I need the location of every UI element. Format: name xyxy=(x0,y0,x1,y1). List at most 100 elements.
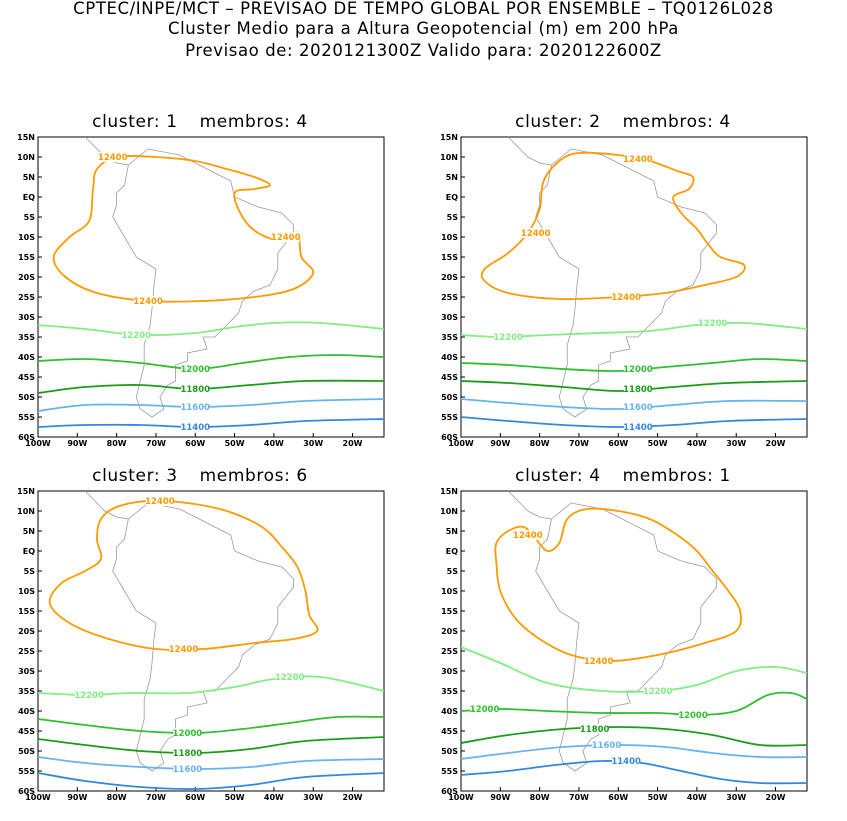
lon-tick-label: 60W xyxy=(608,439,628,448)
lon-tick-label: 60W xyxy=(185,439,205,448)
contour-label: 12400 xyxy=(584,657,614,667)
lon-tick-label: 50W xyxy=(648,793,668,802)
lat-tick-label: 25S xyxy=(18,293,35,302)
contour-label: 12400 xyxy=(271,233,301,243)
lon-tick-label: 100W xyxy=(448,439,474,448)
contour-label-bg xyxy=(623,422,652,432)
lat-tick-label: 15N xyxy=(17,134,35,142)
lat-tick-label: 50S xyxy=(18,393,35,402)
plot-frame xyxy=(37,136,385,438)
lon-tick-label: 90W xyxy=(67,793,87,802)
cluster-label: cluster: xyxy=(515,112,584,132)
contour-line-11400 xyxy=(38,772,384,790)
lon-tick-label: 90W xyxy=(490,439,510,448)
contour-line-11800 xyxy=(461,380,807,392)
contour-label: 12000 xyxy=(623,365,653,375)
lat-tick-label: 45S xyxy=(18,373,35,382)
lat-tick-label: 35S xyxy=(441,687,458,696)
members-count: 6 xyxy=(296,466,308,486)
lat-tick-label: EQ xyxy=(446,547,458,556)
contour-label-bg xyxy=(623,384,652,394)
members-count: 1 xyxy=(719,466,731,486)
contour-label: 12200 xyxy=(643,687,673,697)
lat-tick-label: 10S xyxy=(441,587,458,596)
lat-tick-label: 35S xyxy=(441,333,458,342)
contour-label: 11800 xyxy=(623,385,653,395)
lat-tick-label: 50S xyxy=(441,747,458,756)
lat-tick-label: 60S xyxy=(18,787,35,796)
contour-map: 15N 10N 5N EQ 5S 10S 15S 20S 25S 30S 35S 40S 45S 50S 5… xyxy=(440,134,808,448)
contour-label: 12200 xyxy=(122,331,152,341)
coastline xyxy=(84,490,129,520)
contour-label-bg xyxy=(643,686,672,696)
lat-tick-label: 5N xyxy=(446,173,458,182)
contour-line-12400 xyxy=(48,499,319,651)
contour-label: 12200 xyxy=(698,319,728,329)
lat-tick-label: 55S xyxy=(441,413,458,422)
lat-tick-label: 35S xyxy=(18,687,35,696)
lat-tick-label: 60S xyxy=(441,433,458,442)
lat-tick-label: 45S xyxy=(441,373,458,382)
contour-label: 11400 xyxy=(611,757,641,767)
lat-tick-label: 10N xyxy=(440,153,458,162)
lat-tick-label: 15N xyxy=(440,134,458,142)
lat-tick-label: 15N xyxy=(440,488,458,496)
lat-tick-label: 20S xyxy=(441,627,458,636)
lon-tick-label: 100W xyxy=(25,439,51,448)
contour-label-bg xyxy=(173,748,202,758)
coastline xyxy=(112,502,295,772)
contour-line-12400 xyxy=(52,155,315,303)
contour-label: 12200 xyxy=(275,673,305,683)
lat-tick-label: 5S xyxy=(24,567,36,576)
contour-label-bg xyxy=(181,402,210,412)
lat-tick-label: 15S xyxy=(441,607,458,616)
contour-label-bg xyxy=(275,672,304,682)
lat-tick-label: 5N xyxy=(23,173,35,182)
contour-label-bg xyxy=(513,530,542,540)
contour-line-11800 xyxy=(461,726,807,747)
lat-tick-label: 20S xyxy=(441,273,458,282)
contour-label: 12200 xyxy=(74,691,104,701)
header-line-2: Cluster Medio para a Altura Geopotencial… xyxy=(167,19,680,38)
header-line-3: Previsao de: 2020121300Z Valido para: 20… xyxy=(185,41,662,60)
contour-line-11400 xyxy=(461,416,807,428)
cluster-number: 2 xyxy=(589,112,601,132)
lat-tick-label: 10S xyxy=(441,233,458,242)
lat-tick-label: 30S xyxy=(18,667,35,676)
lat-tick-label: EQ xyxy=(446,193,458,202)
contour-label: 11800 xyxy=(180,385,210,395)
cluster-panel-3: cluster: 3 membros: 6 15N 10N 5N EQ 5S 10S 15S 20S… xyxy=(0,466,424,821)
contour-label: 11600 xyxy=(592,741,622,751)
lon-tick-label: 80W xyxy=(530,439,550,448)
contour-label: 11800 xyxy=(580,725,610,735)
contour-label: 12400 xyxy=(133,297,163,307)
contour-label: 12000 xyxy=(678,711,708,721)
contour-map: 15N 10N 5N EQ 5S 10S 15S 20S 25S 30S 35S 40S 45S 50S 5… xyxy=(440,488,808,802)
contour-line-12000 xyxy=(38,715,384,734)
contour-label: 11400 xyxy=(623,423,653,433)
lat-tick-label: 55S xyxy=(18,767,35,776)
contour-label: 12000 xyxy=(180,365,210,375)
lat-tick-label: 5N xyxy=(446,527,458,536)
members-label: membros: xyxy=(199,466,291,486)
panel-title: cluster: 3 membros: 6 xyxy=(0,466,400,486)
contour-label-bg xyxy=(494,332,523,342)
contour-label-bg xyxy=(169,644,198,654)
members-label: membros: xyxy=(199,112,291,132)
lat-tick-label: 55S xyxy=(441,767,458,776)
contour-label-bg xyxy=(470,704,499,714)
contour-label: 12400 xyxy=(623,155,653,165)
lat-tick-label: 10S xyxy=(18,587,35,596)
lon-tick-label: 30W xyxy=(726,793,746,802)
lon-tick-label: 40W xyxy=(264,793,284,802)
contour-label: 11800 xyxy=(173,749,203,759)
lon-tick-label: 50W xyxy=(225,793,245,802)
lat-tick-label: 15S xyxy=(18,607,35,616)
lon-tick-label: 90W xyxy=(67,439,87,448)
lon-tick-label: 70W xyxy=(569,793,589,802)
lon-tick-label: 20W xyxy=(766,793,786,802)
lon-tick-label: 50W xyxy=(225,439,245,448)
cluster-panel-2: cluster: 2 membros: 4 15N 10N 5N EQ 5S 10S 15S 20S… xyxy=(423,112,847,467)
contour-label-bg xyxy=(271,232,300,242)
contour-label: 12000 xyxy=(470,705,500,715)
